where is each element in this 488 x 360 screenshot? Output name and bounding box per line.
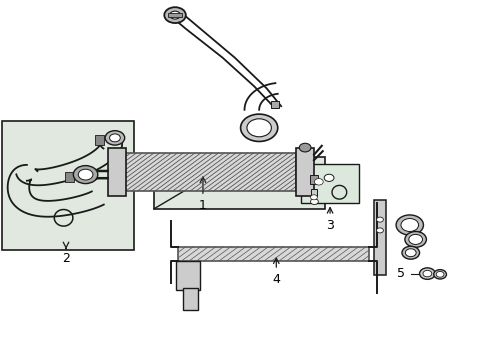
Bar [310,189,317,196]
Circle shape [400,219,418,231]
Bar [95,135,104,145]
Bar [309,175,318,184]
Circle shape [314,179,323,185]
Circle shape [408,234,422,244]
Circle shape [240,114,277,141]
Bar [373,200,386,275]
Circle shape [433,270,446,279]
Circle shape [164,7,185,23]
Bar [167,13,182,17]
Circle shape [109,134,120,142]
Bar [295,148,313,196]
Circle shape [401,246,419,259]
Bar [178,247,368,261]
Bar [124,153,295,191]
Circle shape [376,228,383,233]
Bar [65,172,74,182]
Bar [176,261,200,290]
Circle shape [376,217,383,222]
Circle shape [395,215,423,235]
Circle shape [422,270,431,277]
Circle shape [435,271,443,277]
Text: 5: 5 [396,267,404,280]
Circle shape [78,169,93,180]
Bar [154,157,325,209]
Text: 3: 3 [325,219,333,231]
Circle shape [324,174,333,181]
Bar [300,164,359,203]
Circle shape [310,195,317,200]
Circle shape [310,199,318,204]
Bar [271,101,279,108]
Text: 1: 1 [199,199,206,212]
Bar [2,121,134,250]
Bar [107,148,125,196]
Circle shape [405,249,415,257]
Text: 2: 2 [62,252,70,265]
Bar [183,288,198,310]
Circle shape [169,11,180,19]
Circle shape [105,131,124,145]
Circle shape [404,231,426,247]
Circle shape [299,143,310,152]
Circle shape [419,268,434,279]
Circle shape [246,119,271,137]
Circle shape [73,166,98,184]
Text: 4: 4 [272,273,280,285]
